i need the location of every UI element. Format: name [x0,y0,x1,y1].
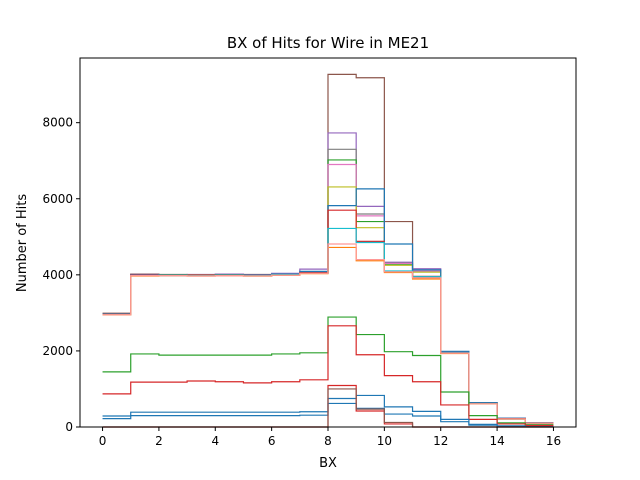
x-tick-label: 2 [155,434,163,448]
x-tick-label: 14 [489,434,504,448]
x-axis: 0 2 4 6 8 10 12 14 16 [99,427,561,448]
series-line-17 [102,388,554,428]
y-tick-label: 2000 [42,344,73,358]
chart-title: BX of Hits for Wire in ME21 [227,34,429,52]
x-tick-label: 8 [324,434,332,448]
x-tick-label: 16 [546,434,561,448]
y-tick-label: 6000 [42,192,73,206]
x-tick-label: 4 [211,434,219,448]
x-tick-label: 12 [433,434,448,448]
x-tick-label: 0 [99,434,107,448]
y-tick-label: 8000 [42,116,73,130]
x-axis-label: BX [319,456,337,471]
y-tick-label: 4000 [42,268,73,282]
y-axis-label: Number of Hits [15,194,30,293]
plot-frame [79,57,577,428]
plot-area [102,73,554,428]
x-tick-label: 10 [377,434,392,448]
y-axis: 0 2000 4000 6000 8000 [42,116,80,434]
x-tick-label: 6 [268,434,276,448]
y-tick-label: 0 [65,420,73,434]
series-line-12 [102,316,554,426]
